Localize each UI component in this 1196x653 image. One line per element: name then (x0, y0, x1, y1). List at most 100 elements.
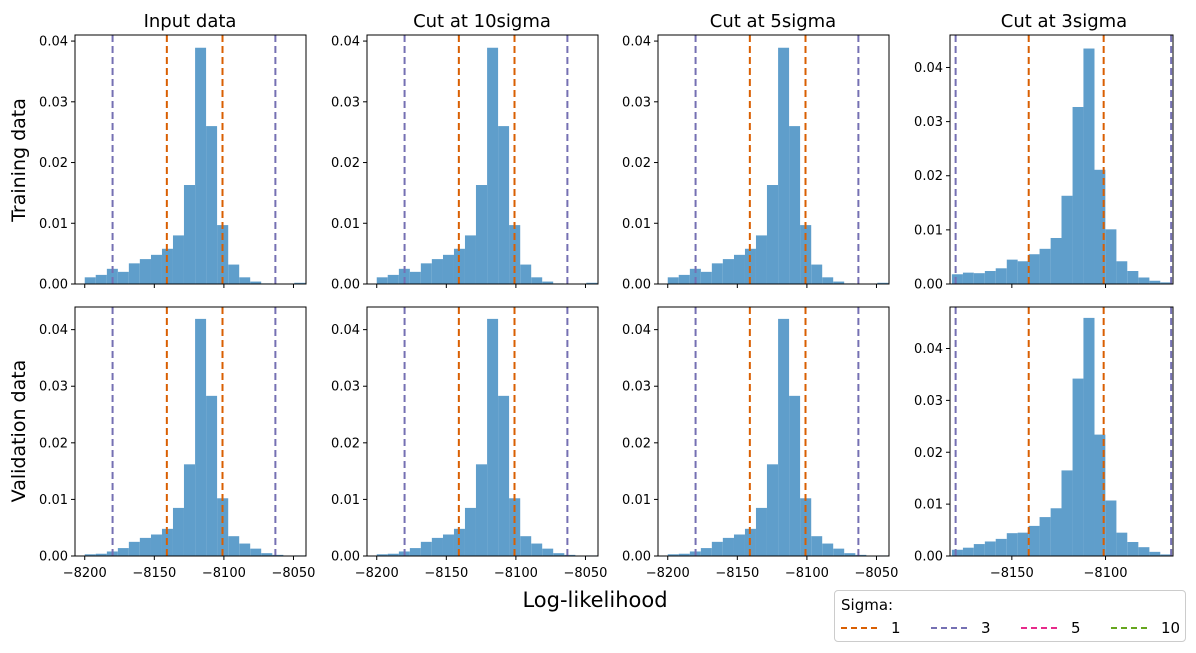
histogram-bar (755, 507, 767, 556)
legend-entry-sigma-1: 1 (841, 618, 901, 638)
histogram-bar (498, 126, 510, 284)
histogram-bar (733, 534, 745, 556)
legend-swatch-sigma-5 (1021, 627, 1057, 629)
histogram-bar (128, 541, 140, 556)
histogram-bar (183, 185, 196, 284)
x-tick-label: −8200 (355, 566, 399, 581)
column-title-cut-3sigma: Cut at 3sigma (1001, 11, 1127, 32)
panel-validation-cut-5sigma: 0.00 0.01 0.02 0.03 0.04 −8200 −8150 −8100 −8050 (622, 306, 898, 581)
panel-training-cut-10sigma: 0.00 0.01 0.02 0.03 0.04 (331, 34, 599, 293)
histogram-bar (1061, 470, 1073, 556)
y-tick-label: 0.03 (914, 394, 943, 409)
y-tick-label: 0.01 (331, 217, 360, 232)
y-tick-label: 0.04 (331, 323, 360, 338)
histogram-bar (778, 47, 790, 284)
histogram-bar (376, 554, 388, 556)
histogram-bar (1094, 434, 1106, 556)
histogram-bar (487, 47, 499, 284)
histogram-bar (1072, 106, 1084, 284)
y-tick-label: 0.04 (39, 35, 68, 50)
x-tick-label: −8150 (715, 566, 759, 581)
axes-frame (74, 306, 307, 557)
axes-frame (657, 306, 890, 557)
histogram-bar (431, 537, 443, 556)
histogram-bar (1127, 541, 1139, 556)
x-tick-label: −8200 (646, 566, 690, 581)
histogram-bar (1160, 554, 1172, 556)
histogram-bar (542, 281, 554, 284)
y-tick-label: 0.01 (914, 498, 943, 513)
y-tick-label: 0.02 (39, 156, 68, 171)
histogram-bar (1050, 237, 1062, 284)
histogram-bar (1083, 317, 1095, 556)
legend-swatch-sigma-10 (1111, 627, 1147, 629)
histogram-bar (1149, 280, 1161, 284)
histogram-bar (667, 277, 679, 284)
histogram-bar (128, 263, 140, 284)
x-axis-label: Log-likelihood (522, 588, 667, 612)
histogram-bar (700, 548, 712, 556)
legend-label-sigma-10: 10 (1161, 619, 1181, 637)
histogram-bar (206, 395, 218, 556)
y-tick-label: 0.00 (39, 550, 68, 565)
histogram-bar (951, 549, 963, 556)
y-tick-label: 0.01 (331, 493, 360, 508)
histogram-bar (520, 264, 532, 284)
histogram-bar (811, 536, 823, 556)
histogram-bar (464, 507, 476, 556)
histogram-bar (487, 318, 499, 556)
histogram-bar (475, 464, 488, 556)
legend-label-sigma-1: 1 (891, 619, 901, 637)
sigma-legend: Sigma: 1 3 5 10 (834, 590, 1186, 642)
histogram-bar (811, 264, 823, 284)
x-tick-label: −8100 (1084, 566, 1128, 581)
x-tick-label: −8050 (854, 566, 898, 581)
histogram-bar (1149, 551, 1161, 556)
histogram-bar (766, 464, 779, 556)
histogram-bar (183, 464, 196, 556)
y-tick-label: 0.00 (622, 278, 651, 293)
panel-training-cut-10sigma-plot-area (376, 35, 598, 284)
axes-frame (366, 34, 599, 285)
histogram-bar (973, 544, 985, 556)
histogram-bar (239, 543, 251, 556)
y-tick-label: 0.03 (39, 380, 68, 395)
legend-entry-sigma-3: 3 (931, 618, 991, 638)
histogram-bar (475, 185, 488, 284)
histogram-bar (195, 318, 207, 556)
histogram-bar (217, 225, 229, 284)
histogram-bar (995, 538, 1007, 556)
histogram-bar (117, 271, 129, 284)
histogram-bar (667, 554, 679, 556)
histogram-bar (711, 263, 723, 284)
histogram-bar (722, 259, 734, 284)
histogram-bar (250, 548, 262, 556)
y-tick-label: 0.03 (39, 95, 68, 110)
x-tick-label: −8050 (271, 566, 315, 581)
histogram-bar (1116, 532, 1128, 556)
histogram-bar (766, 185, 779, 284)
y-tick-label: 0.00 (622, 550, 651, 565)
histogram-bar (398, 268, 410, 284)
histogram-bar (1028, 525, 1040, 556)
y-tick-label: 0.03 (331, 380, 360, 395)
y-tick-label: 0.02 (914, 446, 943, 461)
y-tick-label: 0.03 (622, 95, 651, 110)
y-tick-label: 0.04 (622, 35, 651, 50)
histogram-bar (531, 543, 543, 556)
panel-validation-cut-3sigma-plot-area (951, 307, 1173, 556)
histogram-bar (1083, 48, 1095, 284)
histogram-bar (420, 541, 432, 556)
y-tick-label: 0.02 (331, 436, 360, 451)
histogram-bar (755, 235, 767, 284)
histogram-bar (984, 271, 996, 284)
histogram-bar (722, 537, 734, 556)
histogram-bar (855, 554, 867, 556)
histogram-bar (951, 274, 963, 284)
histogram-bar (833, 281, 845, 284)
legend-label-sigma-3: 3 (981, 619, 991, 637)
histogram-bar (586, 282, 598, 284)
histogram-bar (1017, 261, 1029, 284)
histogram-bar (239, 277, 251, 284)
panel-validation-cut-10sigma: 0.00 0.01 0.02 0.03 0.04 −8200 −8150 −8100 −8050 (331, 306, 607, 581)
